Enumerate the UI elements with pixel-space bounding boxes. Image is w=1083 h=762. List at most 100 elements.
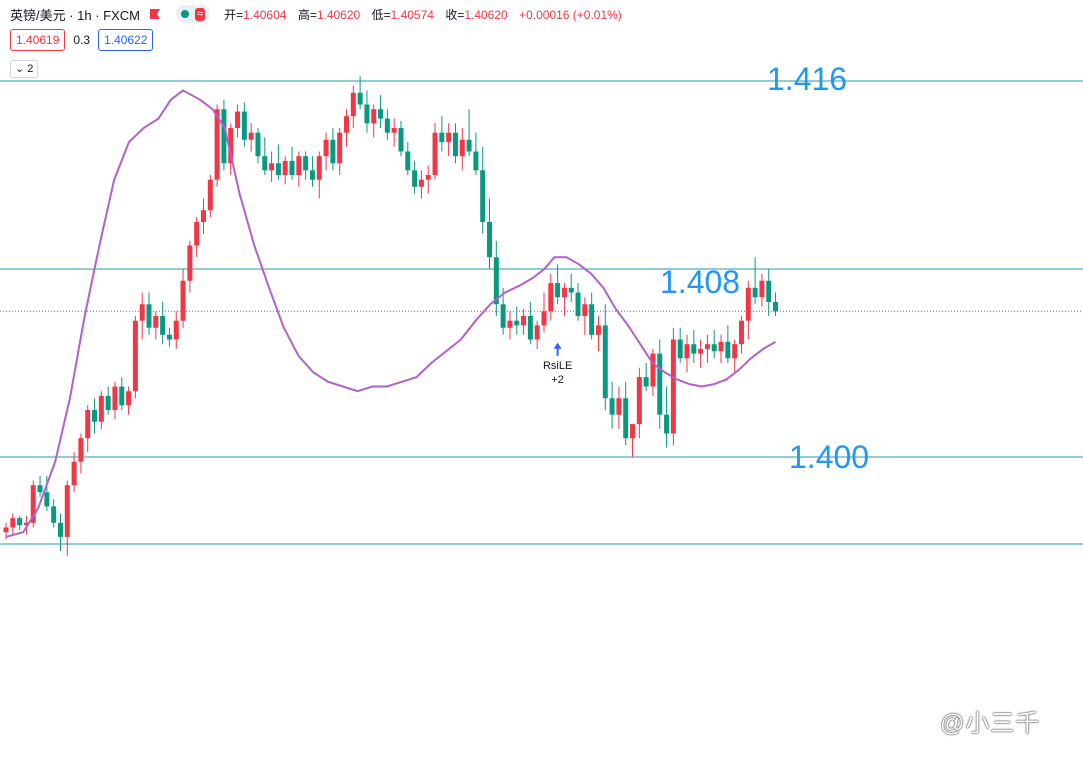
candle: [507, 311, 513, 340]
collapse-count: 2: [27, 63, 34, 75]
candle: [126, 386, 132, 415]
signal-qty: +2: [551, 374, 564, 386]
candle: [269, 151, 275, 183]
candle-body: [350, 92, 356, 117]
candle-body: [500, 304, 506, 328]
candle: [398, 120, 404, 157]
candle-body: [228, 128, 234, 164]
candle: [500, 287, 506, 335]
candle: [330, 128, 336, 171]
candle-body: [670, 339, 676, 434]
candle: [17, 515, 23, 530]
candle-body: [275, 163, 281, 175]
candle: [187, 240, 193, 293]
candle-body: [126, 391, 132, 406]
dot-icon: [181, 10, 190, 18]
candle: [650, 348, 656, 396]
candle: [568, 273, 574, 302]
candle: [289, 146, 295, 180]
candle: [316, 151, 322, 199]
candle-body: [466, 139, 472, 152]
candle-body: [344, 116, 349, 133]
candle-body: [439, 132, 445, 143]
candle-body: [51, 506, 57, 523]
candle-body: [241, 111, 247, 140]
candle-body: [64, 485, 70, 537]
ohlc-values: 开=1.40604 高=1.40620 低=1.40574 收=1.40620 …: [224, 6, 626, 23]
candle: [37, 475, 43, 497]
candle: [364, 90, 370, 133]
candle: [132, 316, 138, 399]
candle: [378, 95, 384, 128]
candle-body: [173, 320, 179, 340]
candle-body: [595, 325, 601, 335]
candle-body: [316, 156, 322, 180]
candle: [738, 316, 744, 354]
candle-body: [78, 438, 84, 462]
candle-body: [487, 222, 493, 258]
candles: [3, 76, 779, 556]
candle-body: [85, 410, 91, 439]
candle: [493, 240, 499, 316]
candle: [23, 515, 29, 535]
candle: [541, 292, 547, 333]
candle: [337, 128, 343, 175]
ask-button[interactable]: 1.40622: [98, 29, 154, 51]
horizontal-levels: [0, 80, 1083, 545]
candle: [357, 76, 363, 110]
candle: [616, 386, 622, 429]
candle: [725, 325, 731, 363]
candle: [602, 304, 608, 410]
candle: [282, 156, 288, 185]
candle-body: [636, 377, 642, 425]
candle: [480, 146, 486, 234]
candle: [112, 381, 118, 420]
candle-body: [589, 304, 595, 335]
candle: [350, 85, 356, 128]
candle-body: [752, 287, 758, 298]
bid-button[interactable]: 1.40619: [10, 29, 66, 51]
candle: [200, 198, 206, 234]
candle-body: [384, 118, 390, 133]
candle-body: [71, 461, 77, 486]
candle-body: [309, 170, 315, 180]
candle: [514, 306, 520, 335]
candle: [235, 104, 241, 138]
candle-body: [738, 320, 744, 345]
flag-icon[interactable]: [150, 9, 161, 19]
candle-body: [92, 410, 98, 422]
candle: [698, 339, 704, 368]
candle: [657, 339, 663, 429]
candle-body: [200, 210, 206, 222]
candle: [405, 142, 411, 175]
candle-body: [214, 109, 220, 180]
candle-body: [677, 339, 683, 359]
symbol-label[interactable]: 英镑/美元 · 1h · FXCM: [10, 7, 141, 23]
candle: [664, 386, 670, 448]
candle-body: [745, 287, 751, 321]
signal-marker: RsiLE +2: [543, 342, 572, 386]
chevron-down-icon: ⌄: [15, 63, 25, 75]
low-value: 1.40574: [390, 7, 434, 22]
candle: [691, 330, 697, 363]
candle-body: [555, 283, 561, 298]
candle-body: [759, 280, 765, 298]
candle: [630, 424, 636, 457]
candle-body: [235, 111, 241, 128]
status-pill[interactable]: ≈: [176, 5, 211, 23]
candle: [677, 327, 683, 363]
high-label: 高=: [297, 7, 317, 22]
candle: [241, 102, 247, 147]
candle-body: [3, 527, 9, 533]
candle: [146, 292, 152, 335]
indicator-collapse-button[interactable]: ⌄ 2: [10, 60, 39, 78]
candle-body: [37, 485, 43, 493]
candle: [432, 123, 438, 180]
candle-body: [10, 518, 16, 528]
candle-body: [616, 398, 622, 415]
candle: [323, 132, 329, 171]
candle-body: [153, 316, 159, 328]
candle: [534, 320, 540, 349]
candle-body: [704, 344, 710, 349]
